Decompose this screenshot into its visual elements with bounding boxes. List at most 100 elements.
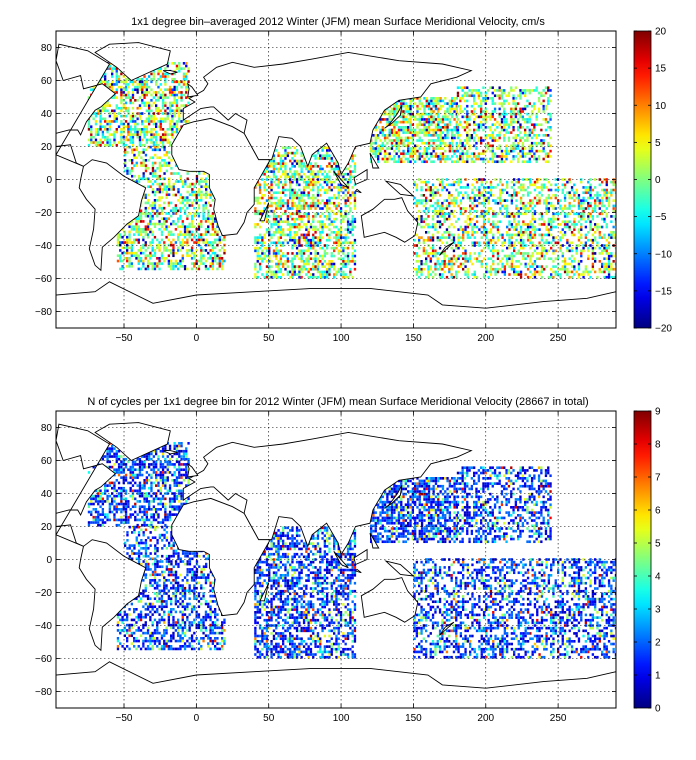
data-bin [457,228,460,231]
data-bin [459,110,462,113]
data-bin [441,104,445,108]
data-bin [485,209,488,213]
data-bin [300,151,303,155]
data-bin [106,120,109,123]
data-bin [372,152,375,156]
data-bin [275,204,278,208]
data-bin [456,136,460,140]
data-bin [159,67,162,70]
data-bin [444,112,447,116]
data-bin [386,107,389,111]
data-bin [279,249,283,253]
data-bin [146,225,150,229]
data-bin [190,201,194,205]
data-bin [314,154,317,158]
data-bin [432,141,435,145]
data-bin [163,217,166,221]
data-bin [521,91,525,95]
data-bin [197,267,201,271]
data-bin [542,94,545,98]
data-bin [174,265,178,268]
data-bin [175,93,179,97]
data-bin [272,254,276,258]
data-bin [302,165,306,168]
data-bin [186,230,189,234]
data-bin [430,115,433,119]
data-bin [309,257,313,261]
data-bin [337,209,340,213]
data-bin [140,177,143,181]
data-bin [270,159,273,163]
data-bin [298,212,301,216]
data-bin [142,196,145,199]
data-bin [416,123,419,127]
data-bin [256,241,259,245]
data-bin [144,193,147,197]
data-bin [404,139,408,142]
data-bin [450,194,453,197]
data-bin [178,120,181,123]
data-bin [131,135,135,139]
data-bin [277,186,280,189]
data-bin [544,152,548,156]
data-bin [200,222,203,226]
data-bin [127,93,130,97]
data-bin [124,120,128,123]
data-bin [302,262,306,266]
data-bin [193,254,196,258]
data-bin [179,214,182,218]
data-bin [498,123,501,127]
data-bin [300,220,303,224]
data-bin [448,102,452,105]
data-bin [170,188,173,191]
data-bin [275,249,278,253]
data-bin [432,131,435,134]
data-bin [286,233,290,237]
data-bin [445,204,449,208]
data-bin [402,155,405,158]
data-bin [119,257,122,260]
data-bin [420,115,424,119]
data-bin [272,172,276,176]
data-bin [443,217,446,221]
data-bin [510,120,513,124]
data-bin [272,162,276,165]
data-bin [443,265,446,268]
data-bin [381,141,384,145]
data-bin [420,199,423,202]
data-bin [323,254,327,258]
data-bin [484,112,487,116]
data-bin [258,201,262,205]
data-bin [277,223,280,226]
data-bin [171,101,174,105]
data-bin [456,126,460,129]
data-bin [120,135,123,139]
data-bin [295,207,299,210]
data-bin [321,262,324,266]
data-bin [186,249,189,252]
data-bin [111,133,114,136]
data-bin [165,185,169,189]
data-bin [218,254,221,258]
data-bin [275,162,278,165]
data-bin [295,241,299,245]
data-bin [487,270,490,274]
data-bin [441,120,445,124]
data-bin [141,120,144,123]
data-bin [353,194,357,197]
data-bin [464,231,467,234]
data-bin [503,188,507,192]
data-bin [489,231,493,234]
data-bin [444,141,447,145]
data-bin [461,97,464,100]
data-bin [305,201,308,205]
data-bin [482,157,485,161]
data-bin [477,128,481,132]
data-bin [537,157,541,161]
data-bin [530,155,534,158]
data-bin [291,194,294,197]
data-bin [195,177,199,181]
data-bin [289,233,292,237]
data-bin [337,172,340,176]
data-bin [437,112,440,116]
